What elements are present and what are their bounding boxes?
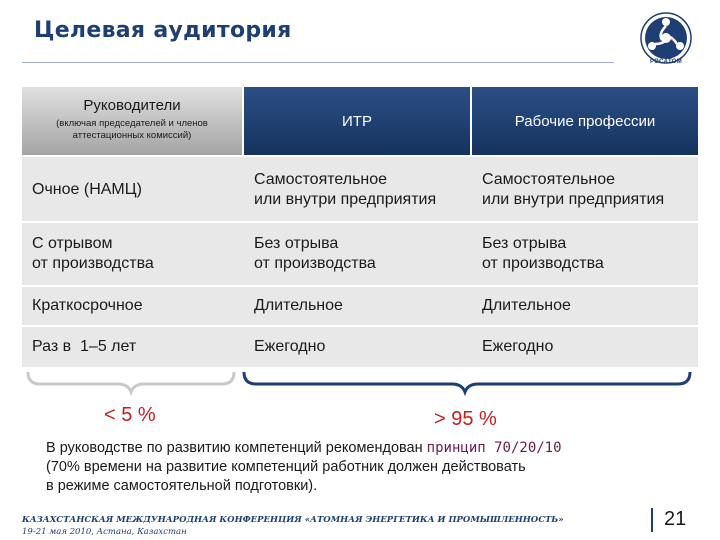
- left-brace: [26, 371, 236, 397]
- note-line-1: В руководстве по развитию компетенций ре…: [46, 439, 706, 458]
- header-itr: ИТР: [244, 87, 470, 155]
- slide-title: Целевая аудитория: [34, 18, 292, 43]
- cell-r2-c1: С отрывом от производства: [32, 234, 154, 274]
- note-text: В руководстве по развитию компетенций ре…: [46, 440, 427, 456]
- header-managers: Руководители (включая председателей и чл…: [22, 87, 242, 155]
- cell-text: Ежегодно: [482, 338, 554, 355]
- footer-date-place: 19-21 мая 2010, Астана, Казахстан: [22, 527, 187, 537]
- table-row: [22, 223, 698, 285]
- header-managers-title: Руководители: [83, 97, 181, 114]
- logo-caption: РОСАТОМ: [649, 59, 683, 65]
- cell-text: или внутри предприятия: [482, 191, 665, 208]
- cell-text: от производства: [482, 255, 604, 272]
- cell-text: от производства: [32, 255, 154, 272]
- cell-text: или внутри предприятия: [254, 191, 437, 208]
- cell-text: Длительное: [254, 297, 343, 314]
- cell-text: Самостоятельное: [482, 171, 616, 188]
- footer-divider: [651, 508, 653, 532]
- cell-r1-c2: Самостоятельное или внутри предприятия: [254, 170, 436, 210]
- cell-text: Очное (НАМЦ): [32, 181, 142, 198]
- cell-r4-c3: Ежегодно: [482, 337, 553, 357]
- cell-r4-c2: Ежегодно: [254, 337, 325, 357]
- table-row: [22, 157, 698, 221]
- cell-text: Без отрыва: [482, 235, 567, 252]
- left-percentage: < 5 %: [104, 404, 156, 426]
- note-line-3: в режиме самостоятельной подготовки).: [46, 478, 318, 494]
- cell-text: Краткосрочное: [32, 297, 143, 314]
- recommendation-note: В руководстве по развитию компетенций ре…: [46, 439, 706, 496]
- cell-r4-c1: Раз в 1–5 лет: [32, 337, 136, 357]
- rosatom-logo-icon: [640, 12, 692, 64]
- cell-text: Самостоятельное: [254, 171, 388, 188]
- cell-r3-c3: Длительное: [482, 296, 571, 316]
- cell-r3-c2: Длительное: [254, 296, 343, 316]
- right-brace: [242, 371, 692, 397]
- title-divider: [22, 62, 614, 63]
- cell-text: Раз в 1–5 лет: [32, 338, 137, 355]
- footer-conference: КАЗАХСТАНСКАЯ МЕЖДУНАРОДНАЯ КОНФЕРЕНЦИЯ …: [22, 515, 564, 525]
- header-managers-subtitle: (включая председателей и членов аттестац…: [56, 118, 208, 141]
- cell-text: С отрывом: [32, 235, 113, 252]
- cell-r1-c1: Очное (НАМЦ): [32, 180, 142, 200]
- right-percentage: > 95 %: [434, 408, 497, 430]
- note-highlight: принцип 70/20/10: [426, 440, 562, 456]
- cell-text: Без отрыва: [254, 235, 339, 252]
- cell-r3-c1: Краткосрочное: [32, 296, 143, 316]
- cell-r1-c3: Самостоятельное или внутри предприятия: [482, 170, 664, 210]
- braces: [26, 371, 692, 397]
- table-row: [22, 327, 698, 367]
- page-number: 21: [664, 508, 687, 530]
- cell-r2-c3: Без отрыва от производства: [482, 234, 604, 274]
- cell-text: Длительное: [482, 297, 571, 314]
- table-row: [22, 287, 698, 325]
- note-line-2: (70% времени на развитие компетенций раб…: [46, 459, 526, 475]
- cell-text: от производства: [254, 255, 376, 272]
- footer: КАЗАХСТАНСКАЯ МЕЖДУНАРОДНАЯ КОНФЕРЕНЦИЯ …: [22, 514, 564, 538]
- header-workers: Рабочие профессии: [472, 87, 698, 155]
- cell-text: Ежегодно: [254, 338, 326, 355]
- cell-r2-c2: Без отрыва от производства: [254, 234, 376, 274]
